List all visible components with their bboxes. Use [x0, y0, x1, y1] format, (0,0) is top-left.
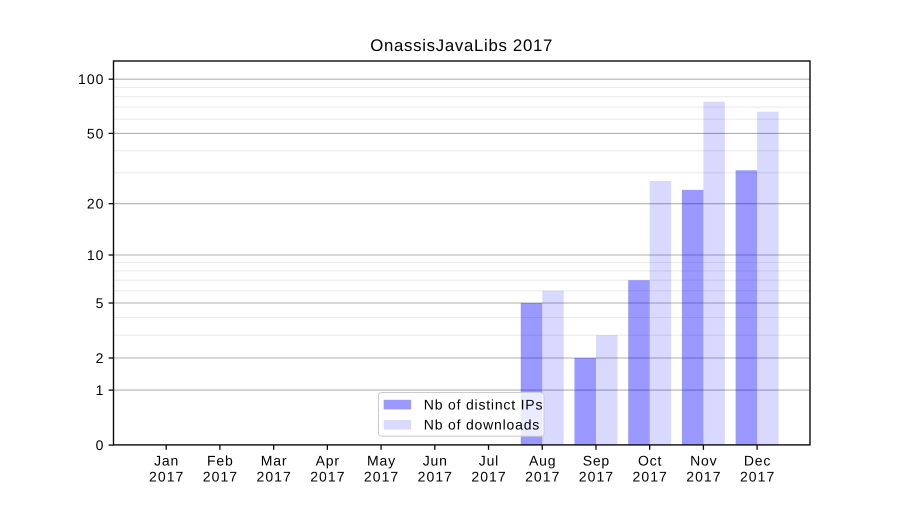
svg-text:Feb: Feb	[207, 453, 234, 469]
svg-text:2017: 2017	[525, 469, 560, 485]
svg-text:2017: 2017	[471, 469, 506, 485]
svg-text:Nb of distinct IPs: Nb of distinct IPs	[424, 396, 543, 412]
svg-text:2017: 2017	[686, 469, 721, 485]
svg-text:2: 2	[96, 350, 105, 366]
svg-text:2017: 2017	[579, 469, 614, 485]
svg-text:2017: 2017	[310, 469, 345, 485]
svg-text:Nb of downloads: Nb of downloads	[424, 416, 540, 432]
svg-text:20: 20	[87, 196, 105, 212]
svg-text:10: 10	[87, 247, 105, 263]
svg-text:Jun: Jun	[423, 453, 448, 469]
svg-text:1: 1	[96, 382, 105, 398]
svg-text:OnassisJavaLibs 2017: OnassisJavaLibs 2017	[370, 36, 553, 55]
svg-text:Mar: Mar	[261, 453, 288, 469]
svg-text:2017: 2017	[364, 469, 399, 485]
svg-text:Sep: Sep	[583, 453, 610, 469]
svg-text:100: 100	[78, 71, 104, 87]
svg-text:Apr: Apr	[316, 453, 340, 469]
svg-text:Dec: Dec	[744, 453, 771, 469]
svg-text:0: 0	[96, 437, 105, 453]
svg-text:Jan: Jan	[154, 453, 179, 469]
svg-text:Jul: Jul	[479, 453, 499, 469]
svg-text:2017: 2017	[149, 469, 184, 485]
svg-text:5: 5	[96, 295, 105, 311]
svg-text:Aug: Aug	[529, 453, 556, 469]
svg-text:50: 50	[87, 125, 105, 141]
svg-text:Nov: Nov	[690, 453, 717, 469]
svg-text:Oct: Oct	[638, 453, 662, 469]
svg-text:2017: 2017	[203, 469, 238, 485]
svg-text:2017: 2017	[633, 469, 668, 485]
svg-text:May: May	[367, 453, 396, 469]
svg-text:2017: 2017	[256, 469, 291, 485]
svg-text:2017: 2017	[418, 469, 453, 485]
svg-text:2017: 2017	[740, 469, 775, 485]
